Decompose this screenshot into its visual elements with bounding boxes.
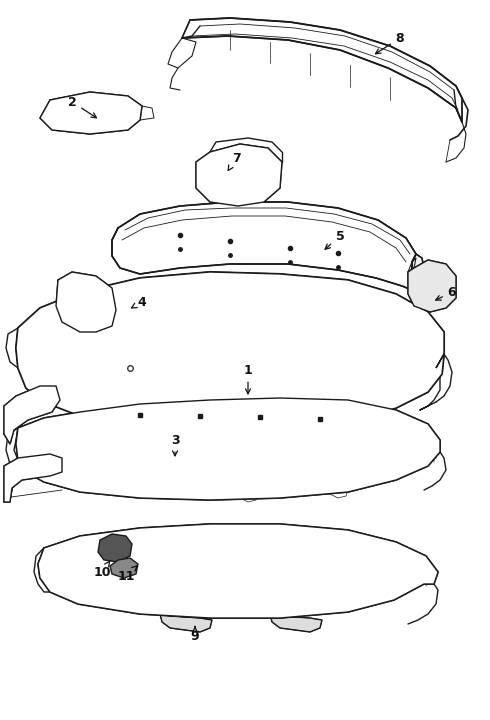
Polygon shape [16, 398, 440, 500]
Text: 11: 11 [117, 566, 137, 582]
Polygon shape [98, 534, 132, 562]
Text: 5: 5 [325, 230, 344, 249]
Polygon shape [40, 92, 142, 134]
Text: 9: 9 [191, 626, 199, 642]
Polygon shape [4, 454, 62, 502]
Polygon shape [182, 18, 462, 122]
Polygon shape [196, 144, 282, 206]
Polygon shape [270, 614, 322, 632]
Text: 7: 7 [228, 151, 241, 171]
Text: 10: 10 [93, 560, 111, 578]
Polygon shape [112, 202, 416, 290]
Polygon shape [38, 524, 438, 618]
Polygon shape [4, 386, 60, 444]
Polygon shape [120, 386, 316, 404]
Polygon shape [16, 272, 444, 430]
Polygon shape [110, 558, 138, 578]
Text: 6: 6 [436, 286, 456, 300]
Polygon shape [412, 254, 428, 294]
Text: 1: 1 [244, 364, 252, 394]
Text: 4: 4 [132, 295, 147, 308]
Text: 8: 8 [375, 32, 404, 54]
Polygon shape [408, 260, 456, 312]
Text: 2: 2 [68, 96, 97, 118]
Polygon shape [160, 614, 212, 632]
Polygon shape [56, 272, 116, 332]
Text: 3: 3 [171, 433, 179, 456]
